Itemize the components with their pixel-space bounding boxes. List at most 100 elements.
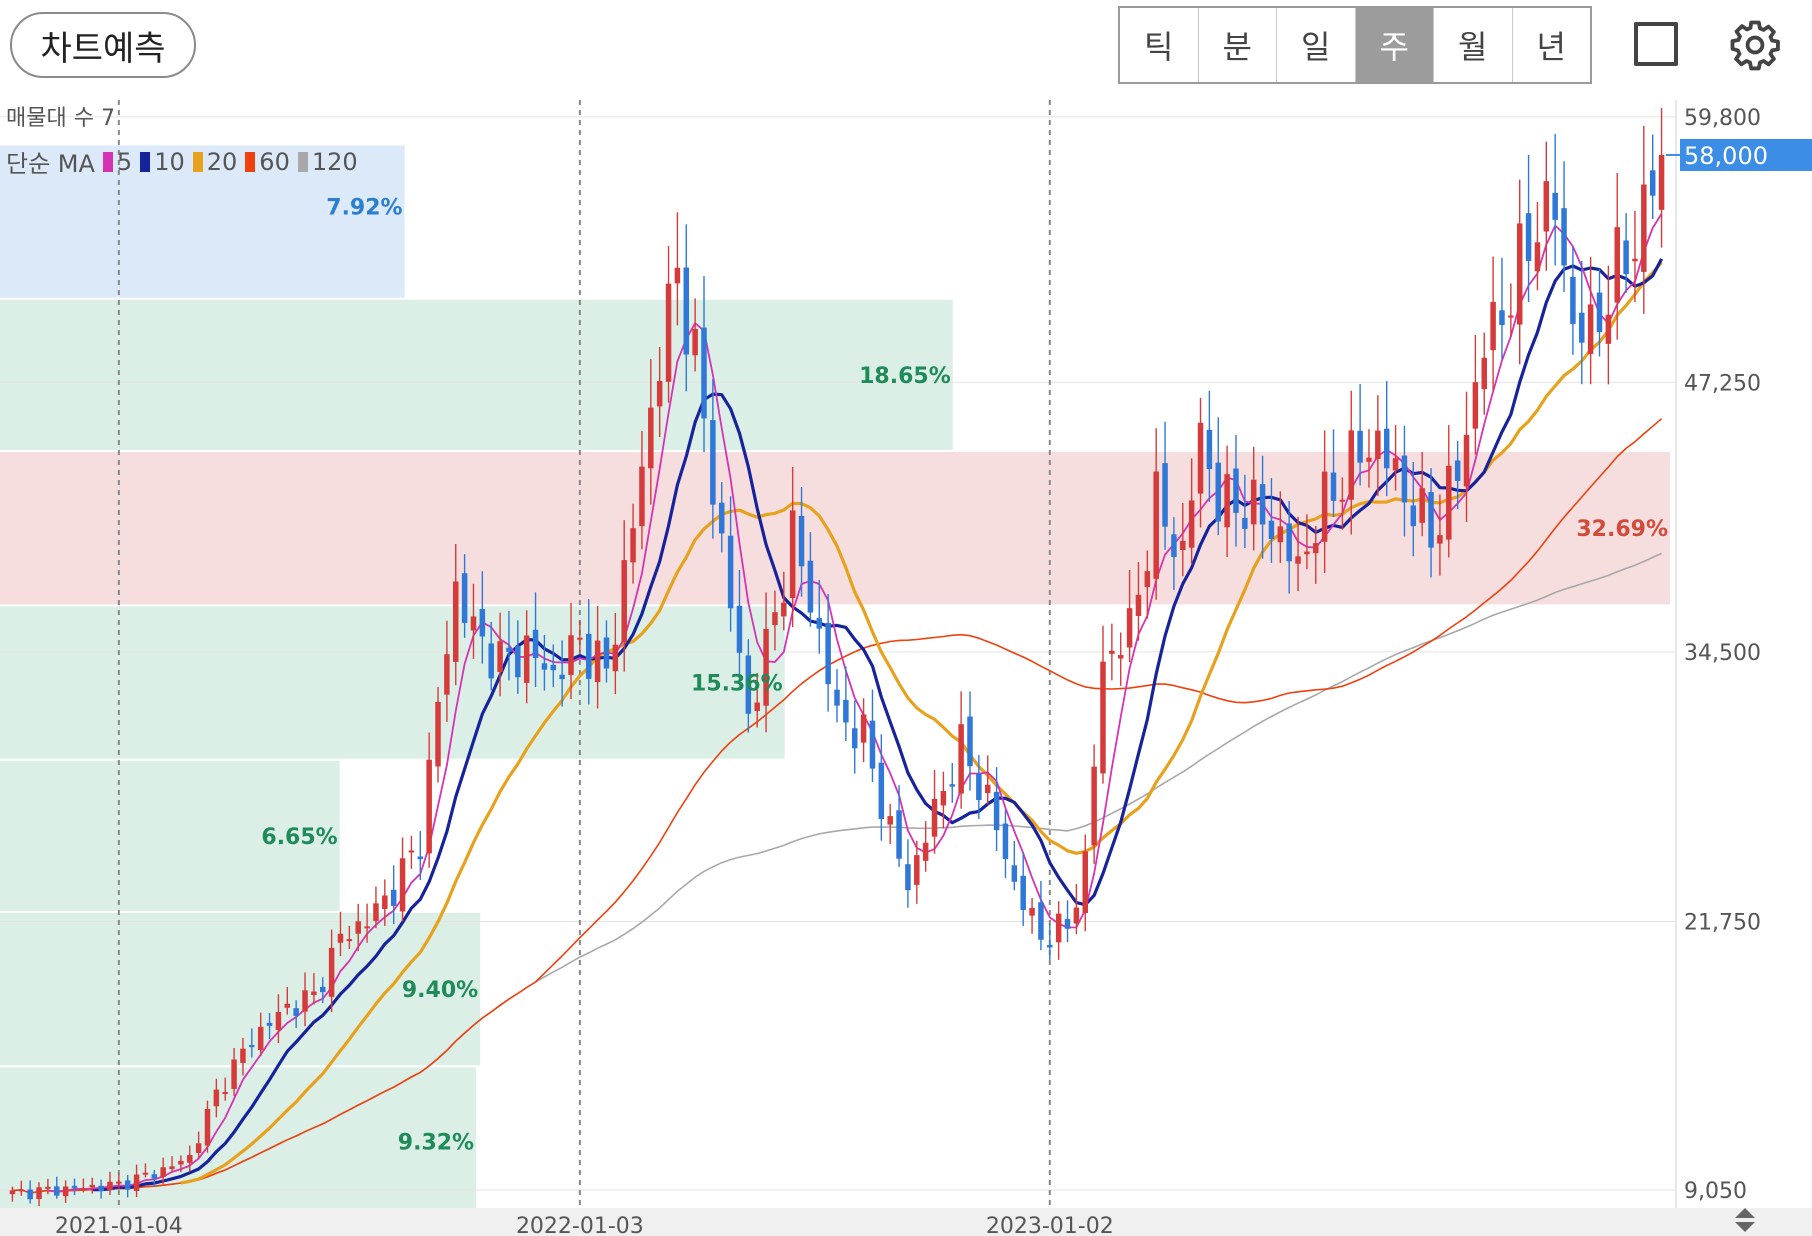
candle-body [1126,608,1133,648]
candle [674,212,681,326]
candle [984,755,991,805]
candle-body [1055,913,1062,943]
candle [1605,265,1612,385]
candle-body [302,990,308,1012]
candle [727,496,734,632]
candle [1047,924,1053,961]
candle-body [851,728,858,749]
period-tab-3[interactable]: 주 [1355,8,1434,82]
candle-body [470,616,477,631]
candle [1490,256,1496,392]
candle-body [958,724,964,794]
candle-body [843,699,849,723]
candle-body [789,510,796,599]
candle [1596,268,1603,357]
candle [231,1047,237,1097]
scroll-handle-icon[interactable] [1728,1206,1762,1234]
chart-predict-button[interactable]: 차트예측 [10,12,196,78]
candle [1587,257,1594,385]
candle [1641,125,1647,314]
candle-body [1233,468,1239,513]
candle [1268,478,1275,563]
ma-line-20 [180,261,1663,1185]
candle [860,698,867,763]
chart-area[interactable]: 9.32% 9.40% 6.65% 15.36% 32.69% 18.65% 7.92% 59… [0,100,1812,1236]
candle [639,430,645,550]
candle [1055,901,1062,960]
candle [825,593,831,712]
ma-period-60: 60 [259,147,290,176]
current-price-tag [1680,138,1812,171]
gear-icon[interactable] [1728,18,1782,72]
candlestick-chart[interactable]: 9.32%9.40%6.65%15.36%32.69%18.65%7.92%59… [0,100,1812,1236]
candle-body [1259,484,1266,525]
candle-body [1348,430,1354,500]
ma-swatch-60 [245,151,256,172]
volume-profile-bar-3 [0,606,785,759]
candle-body [825,622,831,685]
candle [1401,425,1408,537]
candle-body [639,466,645,527]
candle [1321,430,1328,574]
candle-body [1224,474,1230,528]
period-tab-4[interactable]: 월 [1434,8,1513,82]
ma-swatch-120 [297,151,308,172]
ma-swatch-10 [140,151,151,172]
candle-body [71,1185,78,1188]
candle-body [373,903,379,921]
candle-body [1339,499,1346,502]
candle-body [1383,428,1390,469]
candle-body [355,921,361,934]
candle-body [1481,357,1487,390]
candle-body [54,1186,60,1196]
candle-body [515,645,521,678]
candle [1073,884,1080,935]
candle [905,839,911,908]
candle [843,666,849,742]
volume-profile-legend: 매물대 수 7 [6,106,115,131]
candle [1525,154,1532,302]
period-tab-5[interactable]: 년 [1536,28,1566,66]
candle [142,1163,149,1178]
candle-body [1047,944,1053,948]
candle [302,972,308,1027]
candle-body [1561,208,1567,266]
candle [532,592,539,687]
candle [453,543,459,686]
candle-body [1570,276,1576,324]
candle [1038,881,1044,951]
candle-body [142,1172,149,1175]
square-icon[interactable] [1634,22,1678,66]
candle-body [718,502,725,534]
candle-body [461,573,468,623]
volume-profile-bar-5 [0,299,953,451]
candle-body [1162,463,1168,527]
candle-body [9,1190,16,1195]
period-tab-1[interactable]: 분 [1199,8,1277,82]
candle [1029,898,1035,934]
candle-body [683,267,690,355]
candle [213,1078,220,1118]
candle [1614,172,1620,340]
candle [178,1155,184,1173]
candle-body [1357,430,1363,463]
candle-body [869,720,876,769]
candle-body [1437,535,1443,544]
period-tab-2[interactable]: 일 [1277,8,1356,82]
candle-body [727,535,734,609]
candle [1330,429,1337,518]
candle-body [1419,488,1425,523]
candle-body [772,612,778,626]
candle [1109,623,1115,681]
candle [1135,562,1142,641]
candle [1206,390,1213,502]
period-tab-0[interactable]: 틱 [1120,8,1199,82]
candle-body [816,618,823,629]
candle-body [630,528,636,563]
candle-body [1011,865,1018,882]
candle-body [1508,315,1514,318]
candle [1153,428,1159,600]
candle [1649,134,1656,220]
candle [1516,179,1523,365]
candle-body [1020,875,1026,910]
